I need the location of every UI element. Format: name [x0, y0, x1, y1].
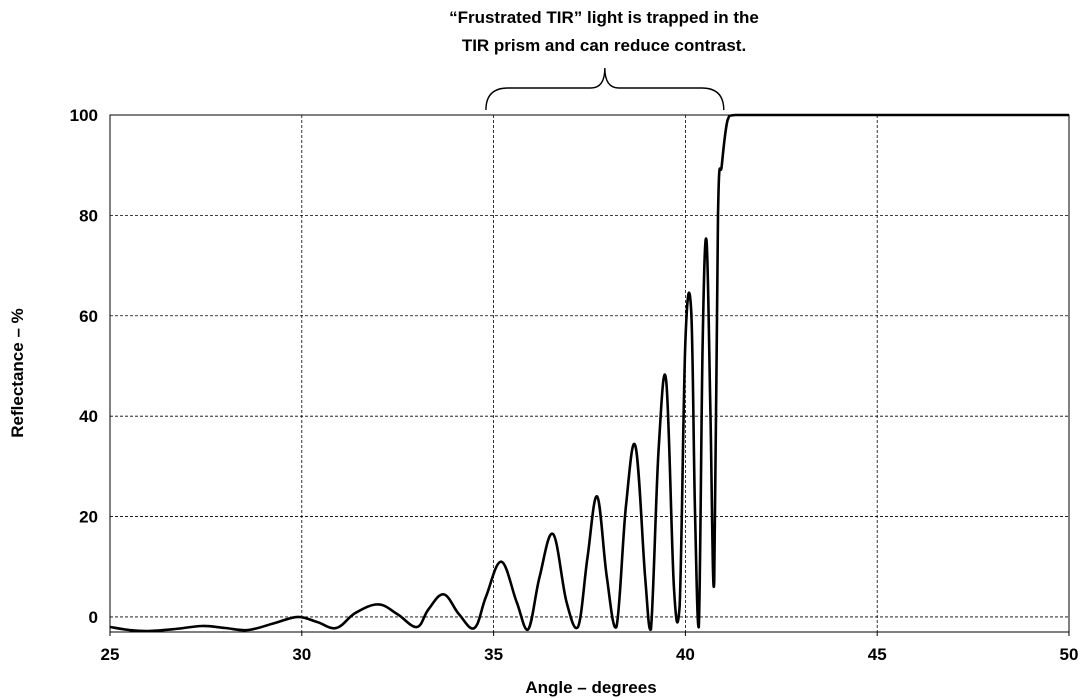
x-axis-ticks: 25 30 35 40 45 50 [101, 632, 1079, 664]
y-tick-label: 0 [89, 608, 98, 627]
x-tick-label: 35 [484, 645, 503, 664]
y-tick-label: 40 [79, 407, 98, 426]
reflectance-series-line [109, 113, 1069, 633]
y-tick-label: 60 [79, 307, 98, 326]
plot-area-border [109, 114, 1070, 633]
y-tick-label: 20 [79, 508, 98, 527]
y-axis-title: Reflectance – % [8, 308, 27, 437]
x-tick-label: 40 [676, 645, 695, 664]
y-tick-label: 100 [70, 106, 98, 125]
x-tick-label: 45 [868, 645, 887, 664]
annotation-line-2: TIR prism and can reduce contrast. [462, 36, 746, 55]
annotation-line-1: “Frustrated TIR” light is trapped in the [449, 8, 759, 27]
series-layer [109, 113, 1069, 633]
x-axis-title: Angle – degrees [525, 678, 656, 697]
grid [110, 114, 1069, 632]
x-tick-label: 25 [101, 645, 120, 664]
y-axis-ticks: 0 20 40 60 80 100 [70, 106, 98, 627]
x-tick-label: 50 [1060, 645, 1079, 664]
y-tick-label: 80 [79, 206, 98, 225]
annotation-brace [485, 67, 725, 111]
x-tick-label: 30 [292, 645, 311, 664]
